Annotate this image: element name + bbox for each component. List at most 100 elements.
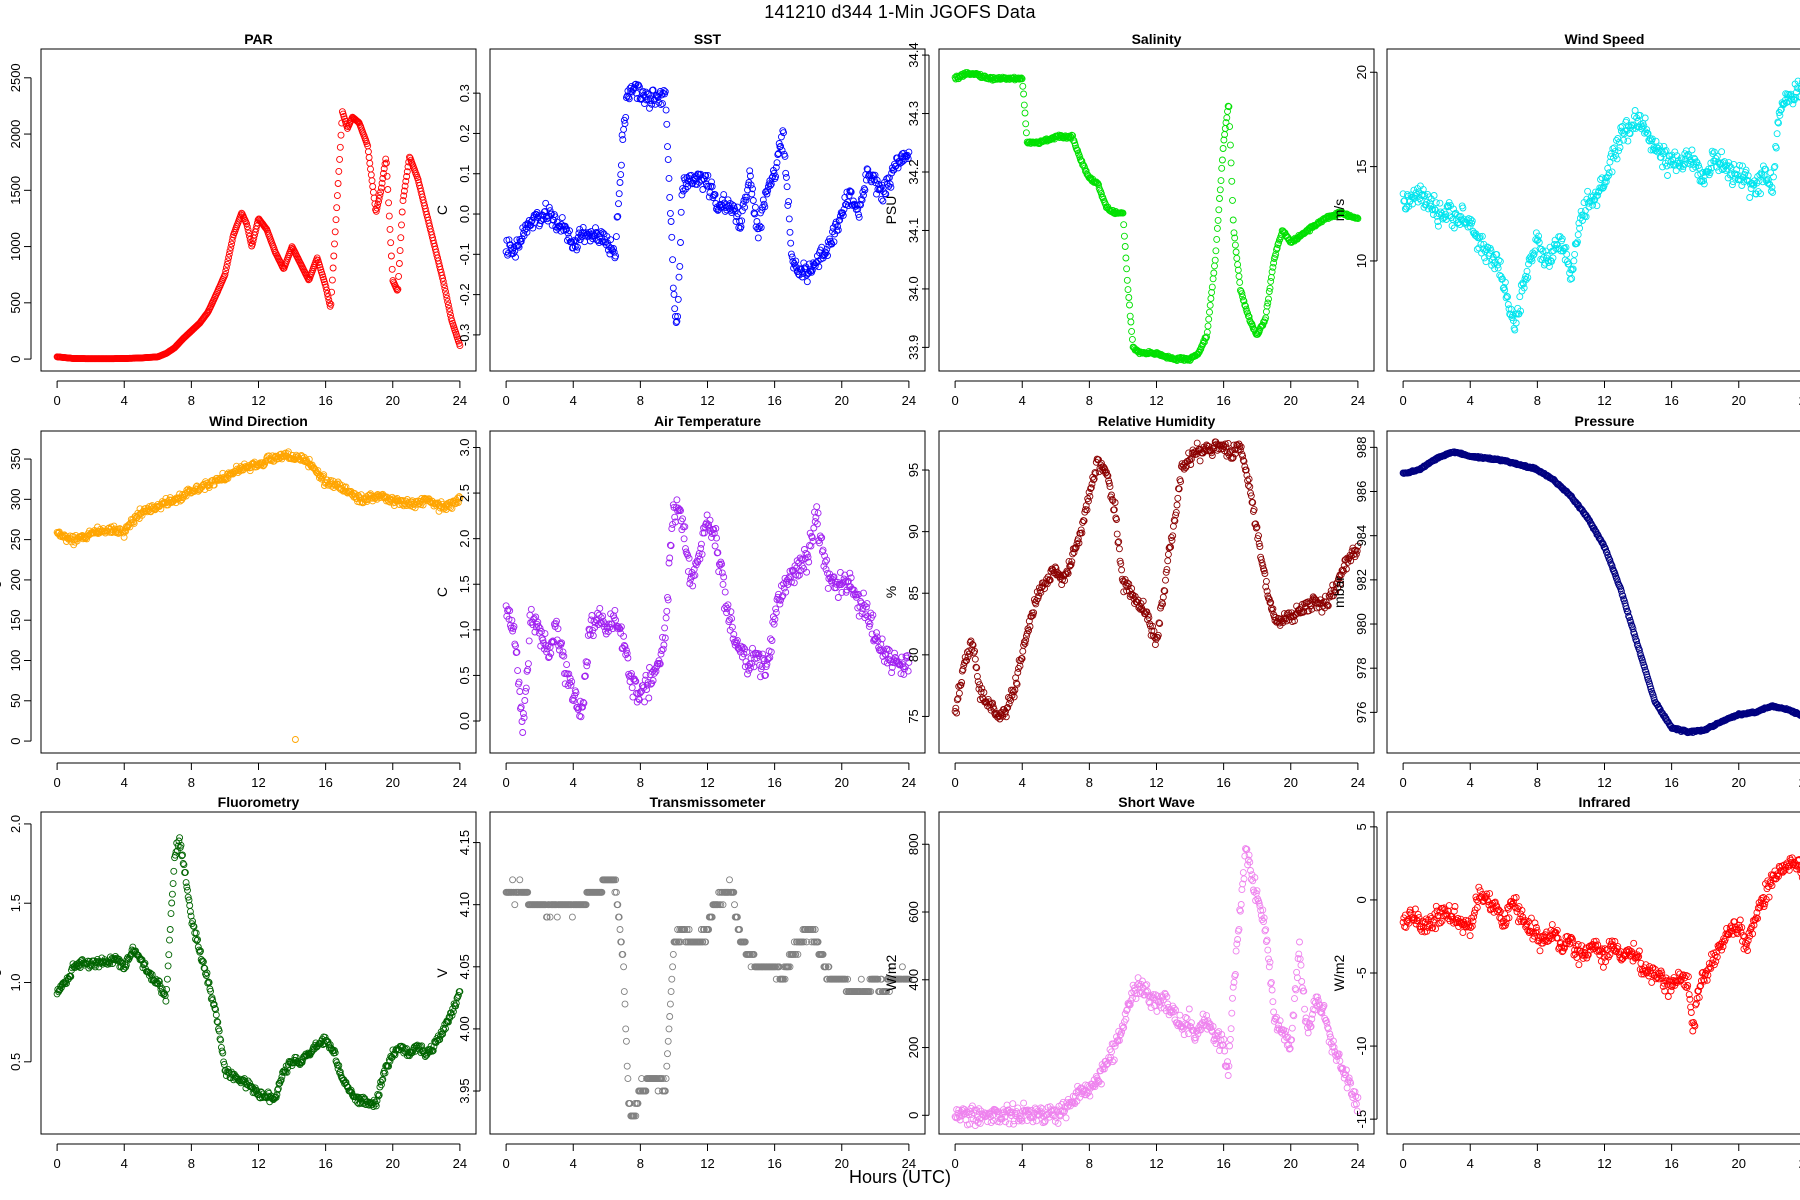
x-tick-label: 0	[502, 393, 509, 408]
data-point	[763, 190, 771, 198]
data-point	[395, 272, 403, 280]
x-tick-label: 4	[570, 393, 577, 408]
data-point	[1220, 136, 1228, 144]
data-point	[1229, 196, 1236, 204]
data-point	[1624, 137, 1632, 145]
data-point	[1752, 190, 1760, 198]
y-tick-label: 50	[8, 694, 23, 708]
data-point	[903, 652, 911, 660]
data-point	[596, 604, 604, 612]
y-tick-label: 90	[906, 524, 921, 538]
data-point	[1308, 605, 1316, 613]
y-axis: 0.00.51.01.52.02.53.0	[457, 438, 481, 730]
data-point	[839, 209, 847, 217]
data-point	[1608, 562, 1616, 570]
data-point	[667, 542, 675, 550]
data-point	[670, 290, 678, 298]
y-tick-label: 350	[8, 448, 23, 470]
data-point	[1777, 106, 1785, 114]
data-point	[1242, 466, 1250, 474]
data-point	[802, 549, 810, 557]
y-axis-label: uE/m2/s	[0, 184, 1, 235]
data-point	[1247, 489, 1254, 497]
data-point	[454, 494, 462, 502]
y-tick-label: 2.5	[457, 484, 472, 502]
data-point	[382, 155, 390, 163]
data-point	[1234, 266, 1242, 274]
data-point	[963, 657, 971, 664]
data-point	[508, 616, 516, 624]
panel-wind-direction: 04812162024050100150200250300350degWind …	[0, 413, 477, 790]
data-points	[1399, 448, 1800, 737]
x-tick-label: 12	[1597, 393, 1611, 408]
data-point	[1075, 539, 1083, 547]
y-axis: -0.3-0.2-0.10.00.10.20.3	[457, 84, 481, 346]
data-point	[673, 317, 681, 325]
data-point	[1170, 516, 1178, 524]
data-point	[869, 611, 877, 619]
data-point	[1708, 164, 1715, 172]
data-point	[504, 605, 512, 613]
data-point	[862, 611, 870, 619]
data-point	[869, 171, 877, 179]
data-point	[1653, 143, 1661, 151]
data-point	[1795, 93, 1800, 101]
data-point	[608, 246, 616, 254]
data-point	[610, 245, 617, 252]
y-tick-label: 20	[1354, 65, 1369, 79]
y-tick-label: 34.0	[906, 276, 921, 301]
data-point	[744, 670, 751, 678]
data-point	[545, 653, 553, 661]
data-point	[1592, 192, 1600, 200]
outlier-point	[291, 736, 299, 743]
data-point	[955, 689, 963, 697]
data-point	[1354, 215, 1362, 222]
data-point	[146, 969, 154, 977]
data-point	[661, 88, 669, 96]
data-point	[1151, 634, 1159, 641]
data-point	[1071, 544, 1079, 552]
data-point	[1522, 276, 1530, 284]
data-point	[685, 554, 693, 562]
data-point	[395, 260, 403, 267]
data-point	[808, 534, 816, 541]
data-point	[1553, 241, 1561, 248]
data-point	[757, 224, 765, 231]
data-point	[1022, 129, 1030, 137]
data-point	[512, 642, 519, 650]
data-point	[1063, 134, 1071, 142]
data-point	[513, 648, 521, 656]
data-point	[510, 623, 518, 630]
data-point	[1318, 608, 1326, 616]
data-point	[1222, 119, 1230, 127]
data-point	[882, 190, 890, 198]
data-point	[1173, 501, 1181, 509]
data-point	[712, 525, 720, 532]
data-point	[1535, 232, 1543, 240]
data-point	[1146, 622, 1154, 630]
data-point	[534, 618, 542, 626]
data-point	[1273, 244, 1281, 252]
y-tick-label: -0.1	[457, 243, 472, 265]
data-point	[179, 860, 187, 867]
data-point	[1666, 161, 1674, 169]
data-point	[168, 899, 176, 907]
x-tick-label: 20	[1732, 393, 1746, 408]
data-point	[676, 506, 684, 513]
x-tick-label: 24	[453, 393, 467, 408]
data-point	[623, 649, 631, 657]
data-point	[1606, 556, 1614, 564]
data-point	[1159, 600, 1167, 608]
x-tick-label: 16	[1664, 393, 1678, 408]
data-point	[1685, 153, 1693, 161]
data-point	[794, 572, 802, 580]
data-point	[1172, 508, 1180, 516]
data-point	[1450, 205, 1457, 213]
data-point	[746, 167, 754, 175]
y-tick-label: 34.3	[906, 101, 921, 126]
data-point	[765, 180, 773, 188]
y-tick-label: 1500	[8, 176, 23, 205]
data-point	[1211, 262, 1218, 270]
data-point	[394, 285, 402, 293]
data-point	[544, 642, 552, 650]
